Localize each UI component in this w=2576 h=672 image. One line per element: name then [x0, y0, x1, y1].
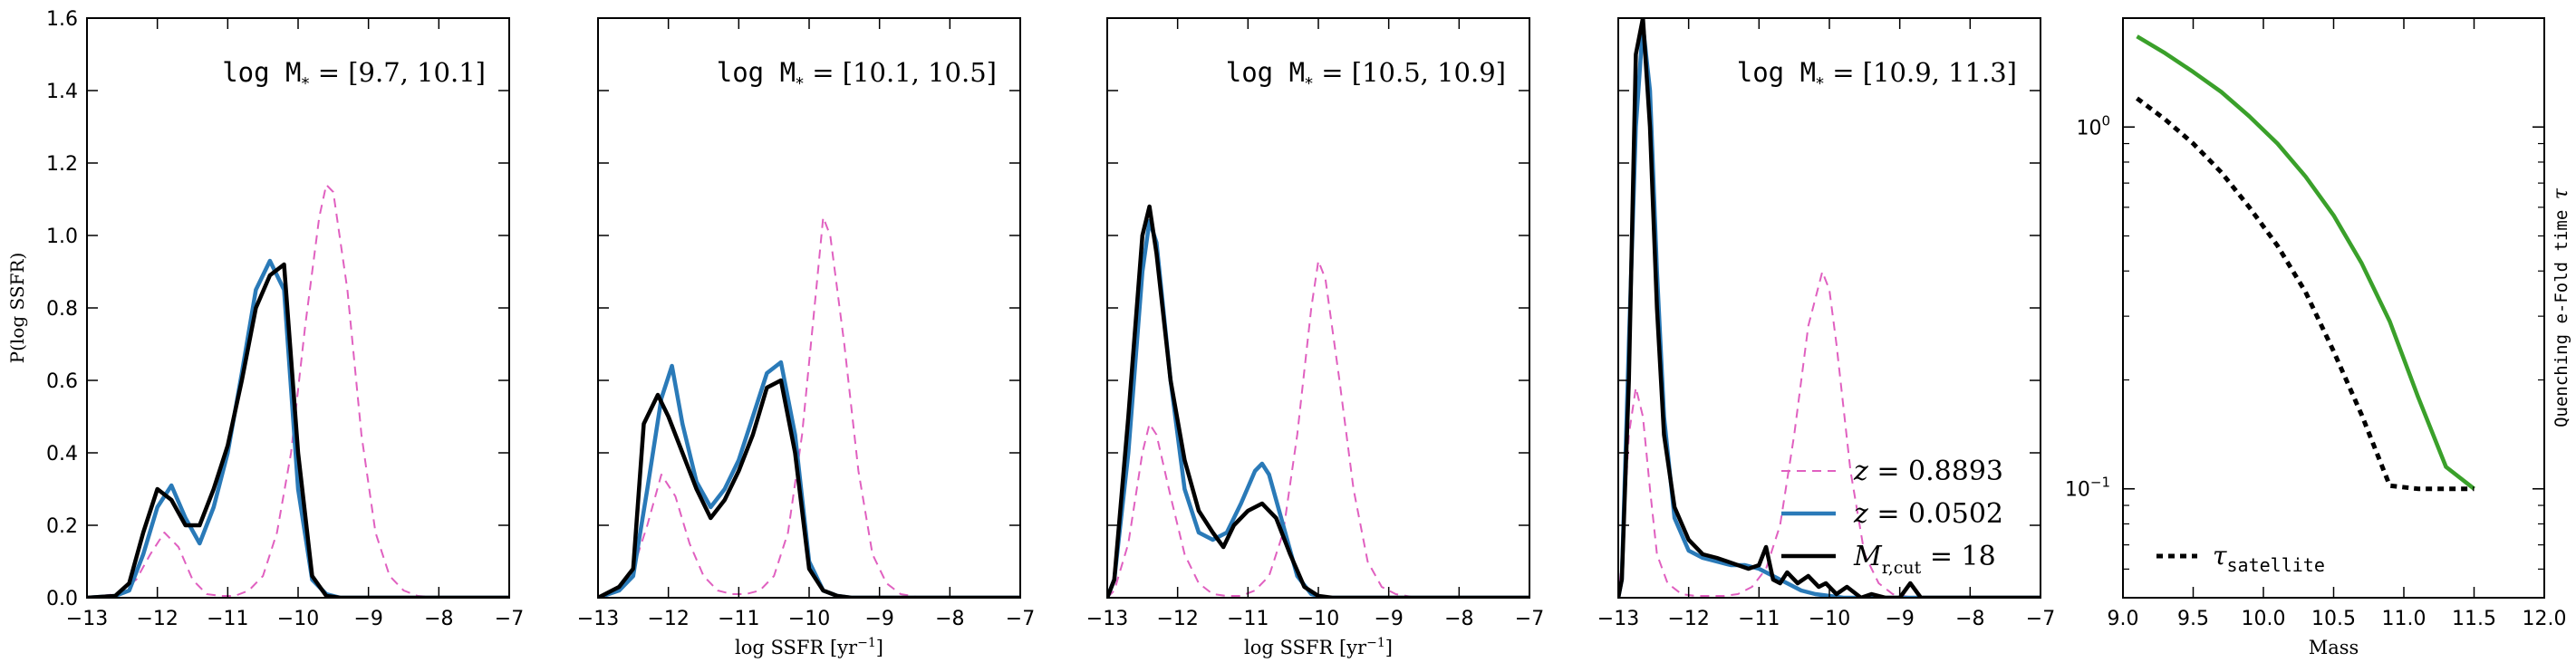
y-tick-label: 0.6: [46, 370, 78, 393]
axes-frame: [597, 17, 1021, 599]
panel-annotation: log M* = [10.1, 10.5]: [717, 57, 997, 93]
y-tick-label: 100: [2076, 112, 2110, 139]
x-tick-label: −12: [647, 608, 689, 630]
x-tick-label: −7: [2026, 608, 2055, 630]
y-axis-label: P(log SSFR): [6, 253, 28, 364]
panel-2: −13 −12 −11 −10 −9 −8 −7 log M* = [10.1, 10.5] l…: [577, 17, 1035, 658]
panel-1: −13 −12 −11 −10 −9 −8 −7 0.0 0.2 0.4 0.6 0.8 1.0 1.2 1…: [6, 8, 524, 630]
panel-3: −13 −12 −11 −10 −9 −8 −7 log M* = [10.5, 10.9] l…: [1086, 17, 1544, 658]
x-tick-label: −10: [788, 608, 830, 630]
x-tick-label: 9.5: [2177, 608, 2209, 630]
x-tick-label: −12: [1156, 608, 1198, 630]
x-tick-label: 11.5: [2452, 608, 2496, 630]
y-tick-label: 0.4: [46, 443, 78, 466]
x-tick-label: −13: [577, 608, 619, 630]
x-tick-label: −10: [277, 608, 319, 630]
x-tick-label: −10: [1809, 608, 1850, 630]
panel-annotation: log M* = [10.5, 10.9]: [1226, 57, 1506, 93]
series-line-z_high: [87, 184, 509, 598]
panel-annotation: log M* = [10.9, 11.3]: [1737, 57, 2017, 93]
series-line-mcut: [1107, 204, 1529, 598]
y-tick-label: 0.8: [46, 298, 78, 321]
x-tick-label: −8: [424, 608, 453, 630]
series-line-tau_sat: [2136, 96, 2475, 492]
y-tick-label: 1.6: [46, 8, 78, 31]
series-line-z_low: [1107, 218, 1529, 598]
series-line-mcut: [598, 378, 1020, 598]
x-tick-label: −11: [1227, 608, 1269, 630]
legend-label-tau_sat: τsatellite: [2213, 541, 2325, 576]
panel-5: 9.0 9.5 10.0 10.5 11.0 11.5 12.0 10−1 100 Mass Que…: [2065, 17, 2572, 658]
legend-label-z_low: z = 0.0502: [1853, 498, 2003, 530]
x-tick-label: −7: [495, 608, 524, 630]
x-tick-label: −11: [1738, 608, 1780, 630]
axes-frame: [1106, 17, 1530, 599]
y-tick-label: 10−1: [2065, 475, 2110, 502]
x-tick-label: 10.5: [2311, 608, 2356, 630]
x-tick-label: −9: [1885, 608, 1914, 630]
y-tick-label: 0.0: [46, 588, 78, 610]
x-axis-label: log SSFR [yr−1]: [735, 636, 883, 658]
x-tick-label: −9: [864, 608, 893, 630]
x-tick-label: −13: [66, 608, 108, 630]
x-tick-label: −11: [718, 608, 759, 630]
y-tick-label: 1.4: [46, 81, 78, 103]
x-tick-label: −10: [1298, 608, 1339, 630]
series-group: [87, 184, 509, 598]
legend-label-mcut: Mr,cut = 18: [1853, 541, 1996, 578]
x-tick-label: −9: [353, 608, 382, 630]
series-group: [2136, 34, 2475, 492]
legend: τsatellite: [2156, 541, 2325, 576]
series-line-z_high: [1107, 260, 1529, 598]
x-tick-label: −13: [1597, 608, 1639, 630]
series-line-z_high: [1618, 271, 2041, 598]
axes-frame: [2122, 17, 2545, 599]
y-tick-label: 1.2: [46, 153, 78, 176]
x-tick-label: −7: [1006, 608, 1035, 630]
x-tick-label: −11: [207, 608, 248, 630]
series-line-tau_green: [2136, 34, 2475, 491]
legend-label-z_high: z = 0.8893: [1853, 456, 2003, 487]
x-tick-label: 10.0: [2242, 608, 2286, 630]
series-line-mcut: [1618, 18, 2041, 598]
x-tick-label: 12.0: [2523, 608, 2567, 630]
series-line-z_high: [598, 216, 1020, 598]
x-tick-label: −8: [935, 608, 964, 630]
panel-4: −13 −12 −11 −10 −9 −8 −7 log M* = [10.9, 11.3] z…: [1597, 17, 2055, 630]
legend: z = 0.8893 z = 0.0502 Mr,cut = 18: [1781, 456, 2003, 578]
x-axis-label: log SSFR [yr−1]: [1244, 636, 1393, 658]
x-tick-label: −8: [1444, 608, 1473, 630]
series-group: [598, 216, 1020, 598]
x-tick-label: −12: [136, 608, 178, 630]
y-axis-label-right: Quenching e-Fold time τ: [2550, 187, 2572, 427]
x-tick-label: 11.0: [2382, 608, 2426, 630]
x-tick-label: −13: [1086, 608, 1128, 630]
y-tick-label: 0.2: [46, 515, 78, 538]
x-tick-label: −9: [1374, 608, 1403, 630]
series-group: [1618, 18, 2041, 598]
panel-annotation: log M* = [9.7, 10.1]: [222, 57, 486, 93]
x-tick-label: 9.0: [2108, 608, 2139, 630]
y-tick-label: 1.0: [46, 226, 78, 248]
x-tick-label: −8: [1955, 608, 1984, 630]
series-line-mcut: [87, 262, 509, 598]
x-tick-label: −7: [1515, 608, 1544, 630]
x-tick-label: −12: [1667, 608, 1709, 630]
series-group: [1107, 204, 1529, 598]
x-axis-label: Mass: [2309, 637, 2359, 658]
